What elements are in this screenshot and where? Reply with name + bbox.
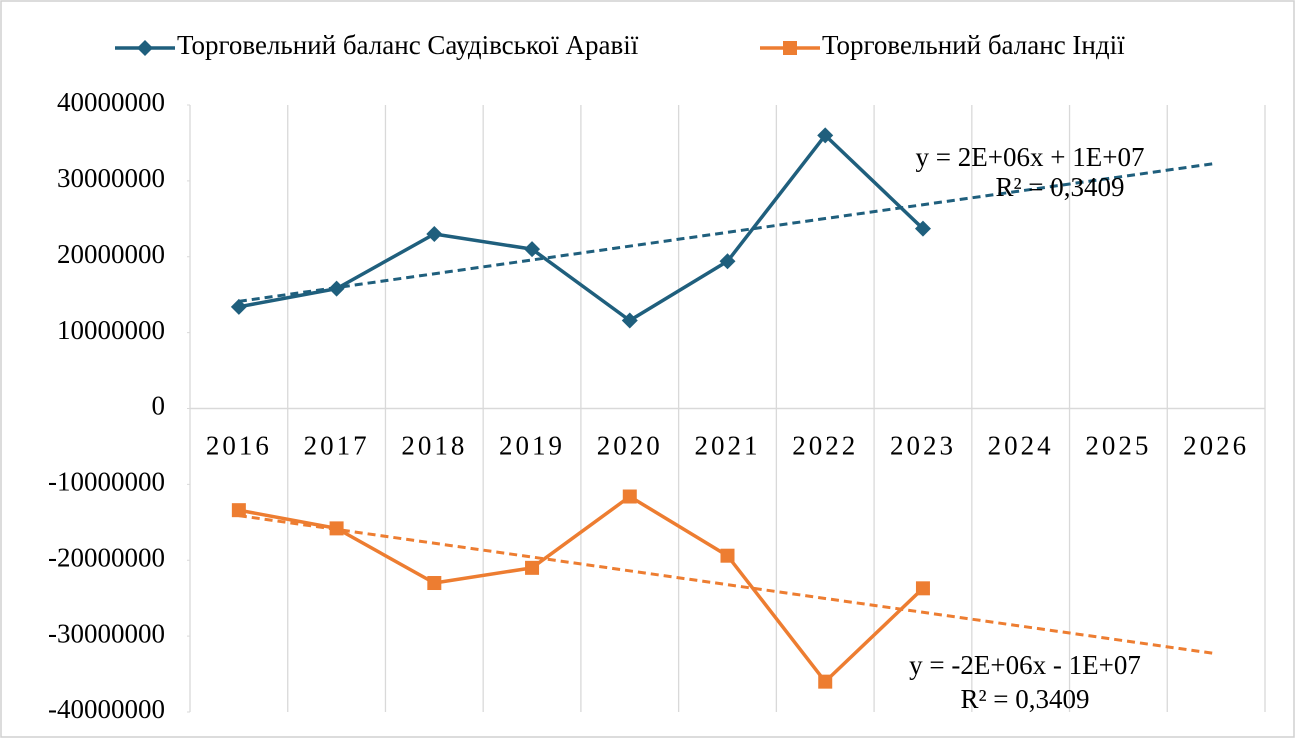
x-tick-label: 2025 — [1085, 431, 1151, 461]
x-tick-label: 2016 — [206, 431, 272, 461]
data-point — [230, 298, 247, 315]
trendline — [238, 161, 1217, 303]
series-line — [238, 494, 925, 684]
trendline — [238, 514, 1217, 656]
x-tick-label: 2024 — [988, 431, 1054, 461]
trendline-equation: R² = 0,3409 — [960, 684, 1089, 714]
legend-label: Торговельний баланс Саудівської Аравії — [177, 30, 639, 60]
y-tick-label: -40000000 — [48, 694, 165, 724]
data-point — [719, 253, 736, 270]
y-tick-label: -30000000 — [48, 618, 165, 648]
data-point — [818, 674, 833, 689]
data-point — [915, 581, 930, 596]
legend-marker — [137, 40, 153, 56]
trendline-equation: y = -2E+06x - 1E+07 — [909, 650, 1141, 680]
series-line — [238, 133, 925, 323]
x-tick-label: 2026 — [1183, 431, 1249, 461]
data-point — [914, 220, 931, 237]
data-point — [427, 576, 442, 591]
data-point — [720, 548, 735, 563]
legend-label: Торговельний баланс Індії — [822, 30, 1125, 60]
legend-marker — [783, 41, 797, 55]
y-tick-label: 20000000 — [57, 239, 165, 269]
x-tick-label: 2023 — [890, 431, 956, 461]
x-tick-label: 2020 — [597, 431, 663, 461]
data-point — [621, 312, 638, 329]
trendline-equation: R² = 0,3409 — [995, 172, 1124, 202]
data-point — [231, 503, 246, 518]
y-tick-label: 0 — [152, 391, 166, 421]
y-tick-label: 40000000 — [57, 87, 165, 117]
y-tick-label: -20000000 — [48, 542, 165, 572]
trendline-equation: y = 2E+06x + 1E+07 — [916, 142, 1145, 172]
y-tick-label: -10000000 — [48, 467, 165, 497]
x-tick-label: 2022 — [792, 431, 858, 461]
x-tick-label: 2019 — [499, 431, 565, 461]
data-point — [817, 127, 834, 144]
data-point — [525, 560, 540, 575]
data-point — [524, 241, 541, 258]
y-tick-label: 30000000 — [57, 163, 165, 193]
data-point — [622, 489, 637, 504]
x-tick-label: 2021 — [695, 431, 761, 461]
x-tick-label: 2018 — [401, 431, 467, 461]
x-tick-label: 2017 — [304, 431, 370, 461]
y-tick-label: 10000000 — [57, 315, 165, 345]
data-point — [426, 225, 443, 242]
